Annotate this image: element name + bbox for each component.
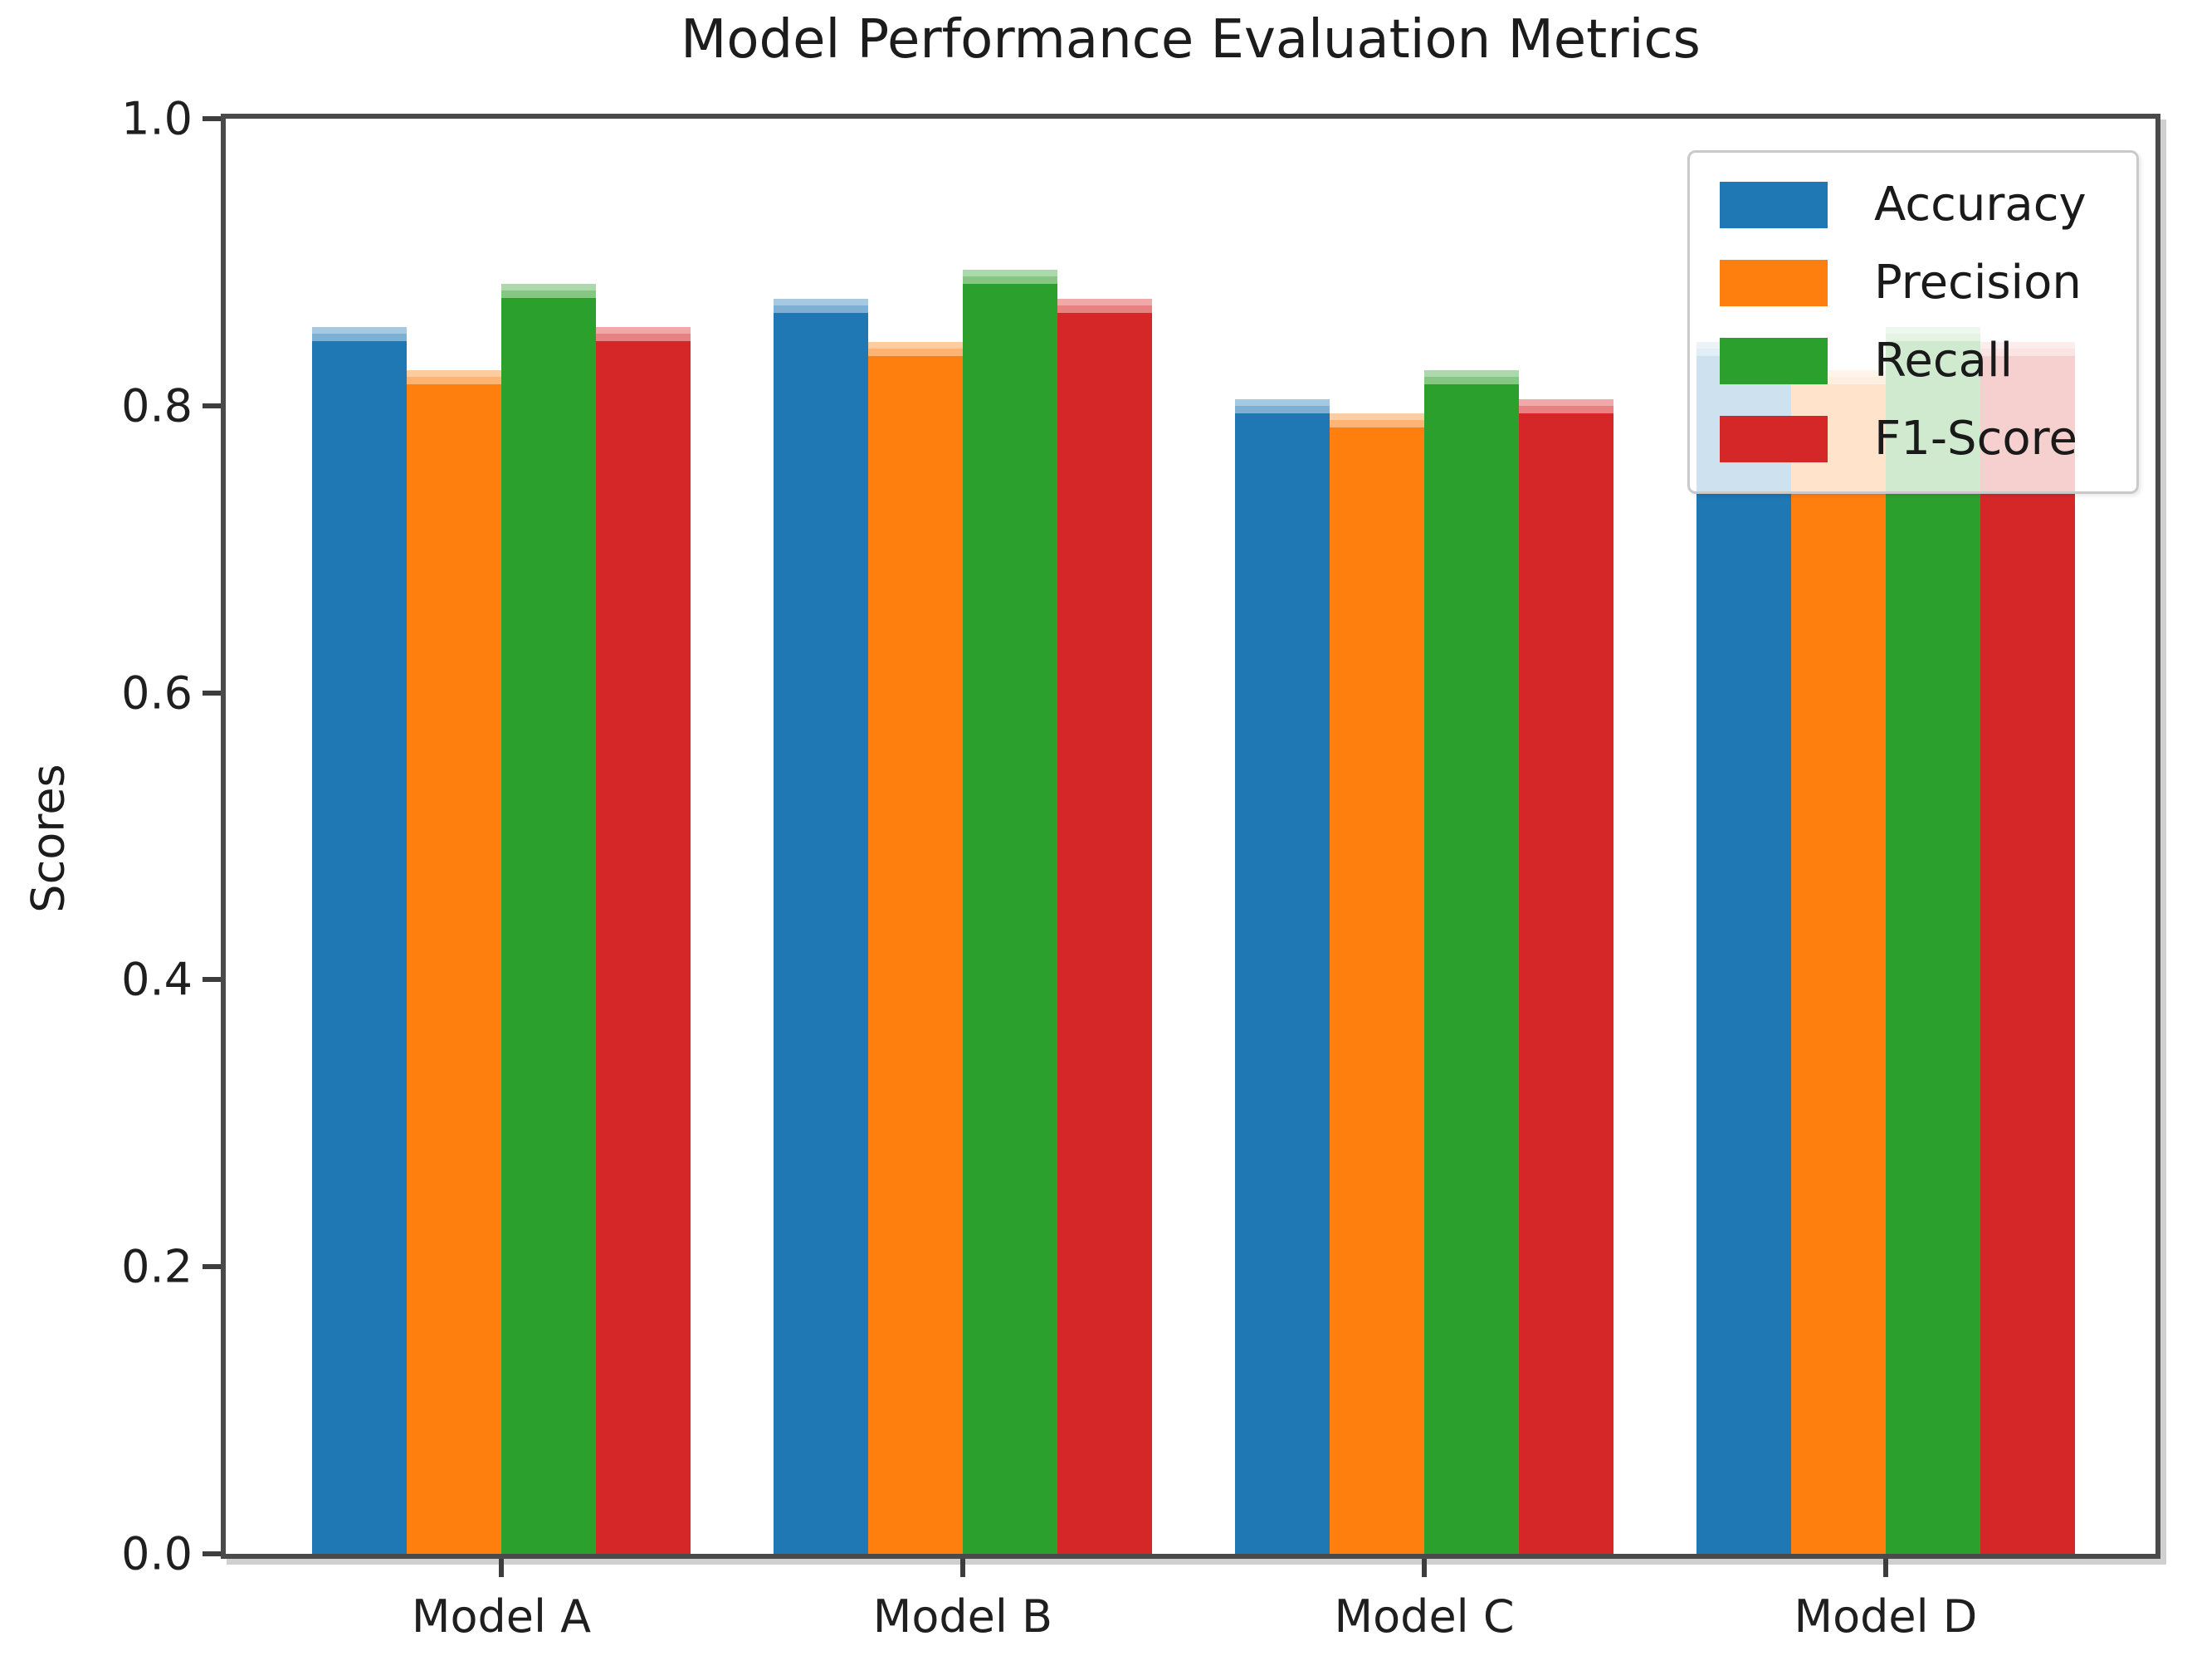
y-tick xyxy=(203,1551,221,1556)
bar-highlight xyxy=(501,291,596,298)
legend-label: F1-Score xyxy=(1874,412,2077,466)
bar-highlight xyxy=(407,377,501,384)
bar-highlight xyxy=(1519,406,1613,413)
bar-highlight xyxy=(1424,377,1519,384)
x-tick xyxy=(959,1559,965,1577)
y-tick xyxy=(203,690,221,696)
x-tick-label-model-c: Model C xyxy=(1334,1590,1515,1643)
bar-highlight xyxy=(774,305,868,313)
x-tick xyxy=(499,1559,504,1577)
legend: Accuracy Precision Recall F1-Score xyxy=(1687,150,2139,494)
y-tick-label: 0.6 xyxy=(121,667,193,720)
bar-recall-model-a xyxy=(501,291,596,1554)
y-tick xyxy=(203,116,221,121)
legend-item-f1-score: F1-Score xyxy=(1720,415,2136,463)
bar-highlight xyxy=(963,276,1057,284)
bar-recall-model-c xyxy=(1424,377,1519,1554)
y-tick-label: 1.0 xyxy=(121,92,193,145)
bar-precision-model-b xyxy=(868,349,963,1554)
bar-precision-model-d xyxy=(1791,377,1886,1554)
x-tick-label-model-d: Model D xyxy=(1794,1590,1978,1643)
bar-f1-score-model-b xyxy=(1057,305,1152,1554)
legend-label: Precision xyxy=(1874,256,2082,310)
y-tick xyxy=(203,403,221,408)
bar-f1-score-model-c xyxy=(1519,406,1613,1554)
y-axis-label: Scores xyxy=(22,764,75,913)
bar-accuracy-model-a xyxy=(312,334,407,1554)
x-tick xyxy=(1882,1559,1888,1577)
legend-item-accuracy: Accuracy xyxy=(1720,181,2136,229)
bar-accuracy-model-c xyxy=(1235,406,1330,1554)
legend-swatch-recall xyxy=(1720,338,1828,384)
bar-highlight xyxy=(1330,420,1424,427)
bar-highlight xyxy=(1235,406,1330,413)
plot-area: 0.0 0.2 0.4 0.6 0.8 1.0 Model A Model B Model C M… xyxy=(121,93,2160,1643)
bar-precision-model-a xyxy=(407,377,501,1554)
y-tick xyxy=(203,1264,221,1270)
bar-highlight xyxy=(868,349,963,356)
x-tick-label-model-b: Model B xyxy=(872,1590,1053,1643)
x-tick xyxy=(1422,1559,1428,1577)
legend-item-precision: Precision xyxy=(1720,259,2136,307)
bar-f1-score-model-d xyxy=(1980,349,2075,1554)
y-tick-label: 0.8 xyxy=(121,379,193,432)
bar-accuracy-model-b xyxy=(774,305,868,1554)
bar-precision-model-c xyxy=(1330,420,1424,1554)
bar-f1-score-model-a xyxy=(596,334,691,1554)
y-tick-label: 0.0 xyxy=(121,1527,193,1580)
chart-title: Model Performance Evaluation Metrics xyxy=(681,9,1701,71)
x-tick-label-model-a: Model A xyxy=(411,1590,592,1643)
legend-label: Accuracy xyxy=(1874,178,2087,232)
legend-swatch-f1-score xyxy=(1720,416,1828,462)
legend-swatch-precision xyxy=(1720,260,1828,306)
legend-label: Recall xyxy=(1874,334,2014,388)
bar-highlight xyxy=(596,334,691,341)
y-tick xyxy=(203,977,221,983)
y-tick-label: 0.4 xyxy=(121,953,193,1006)
bar-recall-model-b xyxy=(963,276,1057,1554)
bar-highlight xyxy=(1057,305,1152,313)
y-tick-label: 0.2 xyxy=(121,1240,193,1293)
bar-accuracy-model-d xyxy=(1696,349,1791,1554)
bar-recall-model-d xyxy=(1886,334,1980,1554)
legend-item-recall: Recall xyxy=(1720,337,2136,385)
bar-highlight xyxy=(312,334,407,341)
legend-swatch-accuracy xyxy=(1720,182,1828,228)
